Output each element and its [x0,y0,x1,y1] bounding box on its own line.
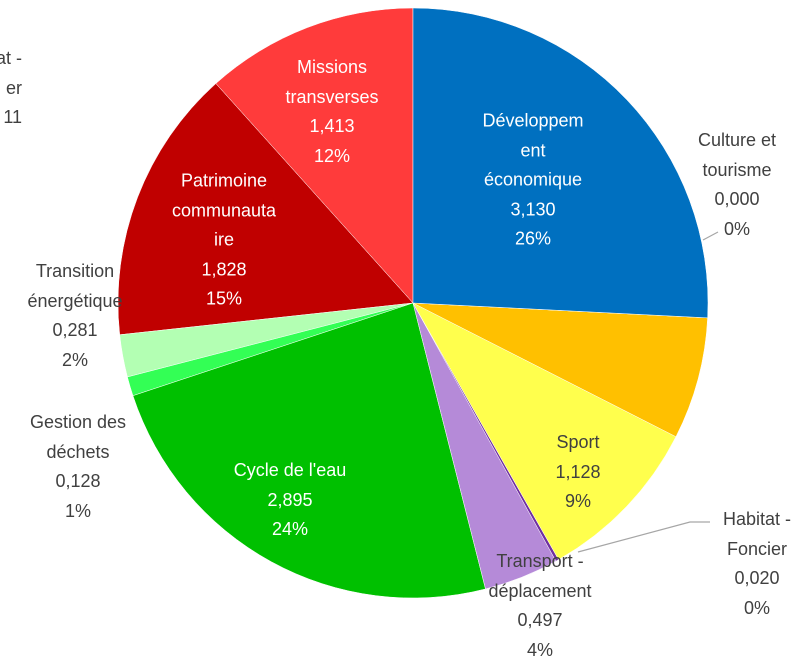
slice-label: Gestion des déchets 0,128 1% [30,408,126,526]
slice-label: Cycle de l'eau 2,895 24% [234,456,347,545]
category-label: Patrimoine communauta ire [171,170,277,250]
slice-label: Habitat - Foncier 0,020 0% [723,505,791,623]
slice-label: Transport - déplacement 0,497 4% [488,547,591,664]
category-label: Transport - déplacement [488,551,592,601]
value-label: 0,128 [55,471,101,491]
value-label: 1,413 [309,116,355,136]
slice-label: Transition énergétique 0,281 2% [27,257,122,375]
percent-label: 0% [723,218,751,239]
pie-slice [412,302,677,560]
percent-label: 12% [313,145,351,166]
category-label: Transition énergétique [27,261,123,311]
value-label: 3,130 [510,198,556,219]
value-label: 0,020 [734,568,780,588]
pie-slice [215,7,414,304]
value-label: 2,895 [267,489,313,510]
slice-label: Développem ent économique 3,130 26% [482,106,583,254]
percent-label: 24% [271,518,309,539]
pie-slice [412,302,708,438]
category-label: Sport [556,431,600,452]
slice-label: Patrimoine communauta ire 1,828 15% [172,166,276,314]
percent-label: 0% [743,597,770,618]
slice-label: at - er 11 [0,44,22,133]
category-label: Missions transverses [285,57,379,107]
slice-label: Missions transverses 1,413 12% [285,53,378,171]
category-label: at - er [0,47,22,98]
percent-label: 9% [564,490,592,511]
value-label: 11 [3,106,22,127]
slice-label: Culture et tourisme 0,000 0% [698,126,776,244]
slice-label: Sport 1,128 9% [555,428,600,517]
category-label: Développem ent économique [482,110,584,190]
pie-slice [132,302,486,599]
pie-slice [117,83,414,336]
category-label: Habitat - Foncier [722,509,792,559]
category-label: Cycle de l'eau [233,459,347,480]
value-label: 1,828 [201,258,247,279]
category-label: Culture et tourisme [697,130,777,180]
value-label: 0,000 [714,189,760,209]
leader-line [702,231,719,241]
value-label: 1,128 [555,461,601,482]
category-label: Gestion des déchets [29,412,127,462]
percent-label: 1% [64,500,91,521]
percent-label: 26% [514,228,552,249]
percent-label: 15% [205,288,243,309]
value-label: 0,497 [517,610,563,630]
pie-slice [412,7,709,319]
percent-label: 4% [526,639,554,660]
value-label: 0,281 [52,320,98,340]
leader-line [577,521,710,553]
percent-label: 2% [61,349,88,370]
